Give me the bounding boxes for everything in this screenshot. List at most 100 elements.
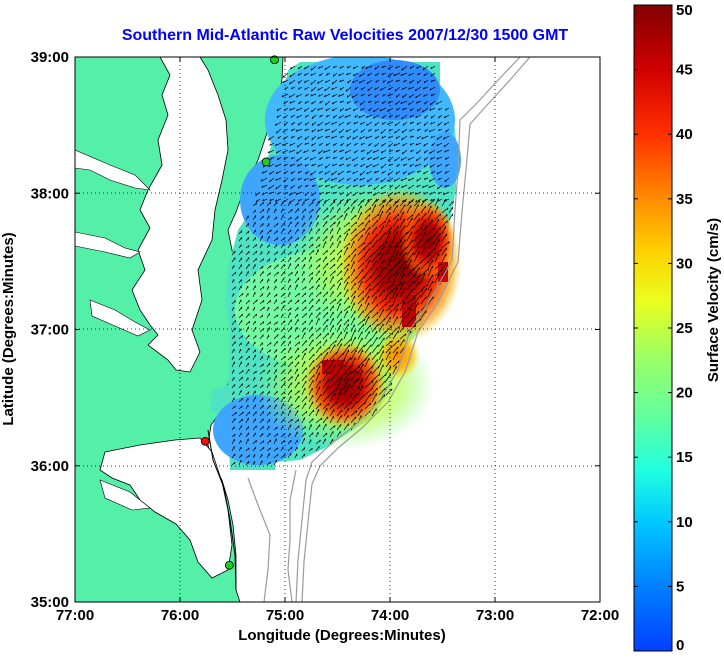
- velocity-vector: [427, 280, 434, 291]
- velocity-vector: [385, 345, 393, 354]
- bathymetry-line: [295, 57, 521, 602]
- velocity-vector: [392, 293, 398, 305]
- velocity-vector: [295, 128, 303, 132]
- velocity-vector: [287, 347, 292, 354]
- velocity-vector: [443, 198, 450, 202]
- velocity-vector: [252, 299, 258, 305]
- velocity-vector: [371, 393, 377, 403]
- velocity-vector: [336, 255, 342, 263]
- velocity-vector-head: [276, 327, 279, 331]
- velocity-vector-head: [335, 340, 337, 343]
- velocity-vector: [430, 65, 436, 70]
- velocity-vector: [266, 321, 272, 326]
- velocity-vector-head: [334, 270, 336, 273]
- velocity-vector: [322, 207, 329, 214]
- velocity-vector: [364, 241, 372, 249]
- velocity-vector: [294, 208, 300, 214]
- velocity-vector-head: [346, 178, 349, 181]
- velocity-vector-head: [371, 366, 373, 369]
- velocity-vector: [378, 297, 387, 305]
- velocity-vector: [336, 352, 344, 361]
- velocity-vector-head: [304, 123, 307, 126]
- velocity-vector: [360, 149, 366, 153]
- velocity-vector-head: [409, 66, 412, 69]
- velocity-vector: [343, 310, 348, 319]
- velocity-vector-head: [283, 101, 286, 105]
- velocity-vector-head: [330, 186, 333, 189]
- velocity-vector-head: [382, 94, 385, 97]
- velocity-vector-head: [269, 198, 272, 202]
- velocity-vector: [259, 208, 265, 214]
- colorbar-tick-label: 35: [676, 191, 693, 208]
- velocity-vector-head: [326, 73, 328, 76]
- velocity-vector: [318, 184, 324, 188]
- velocity-vector: [387, 191, 394, 197]
- velocity-vector-head: [385, 297, 387, 300]
- velocity-vector: [345, 156, 352, 161]
- velocity-vector: [416, 184, 422, 188]
- velocity-vector: [276, 107, 282, 112]
- velocity-vector-head: [283, 171, 286, 175]
- velocity-vector-head: [346, 95, 349, 98]
- velocity-vector-head: [297, 164, 299, 167]
- velocity-vector: [283, 177, 289, 183]
- velocity-vector: [392, 272, 399, 284]
- velocity-vector-head: [430, 66, 433, 70]
- velocity-vector: [399, 316, 405, 326]
- velocity-vector-head: [346, 101, 349, 104]
- velocity-vector: [259, 342, 263, 347]
- velocity-vector: [343, 370, 352, 382]
- velocity-vector: [266, 229, 272, 235]
- velocity-vector: [259, 446, 265, 452]
- velocity-vector-head: [401, 199, 404, 203]
- velocity-vector-head: [391, 289, 393, 293]
- velocity-vector: [385, 258, 392, 270]
- velocity-vector-head: [354, 87, 356, 90]
- velocity-vector-head: [326, 207, 329, 210]
- velocity-vector: [343, 281, 349, 291]
- velocity-vector-head: [339, 192, 342, 195]
- velocity-vector: [322, 256, 327, 263]
- velocity-vector: [325, 121, 331, 126]
- velocity-vector: [273, 278, 277, 284]
- velocity-vector-head: [380, 157, 383, 160]
- velocity-vector-head: [276, 251, 278, 254]
- velocity-vector-head: [269, 461, 271, 465]
- bay-tributary: [75, 231, 141, 259]
- velocity-vector-head: [298, 405, 300, 408]
- velocity-vector: [444, 184, 450, 188]
- velocity-vector: [245, 432, 250, 438]
- velocity-vector-head: [365, 66, 368, 69]
- velocity-vector: [444, 170, 450, 174]
- velocity-vector: [406, 303, 413, 312]
- velocity-vector-head: [275, 143, 277, 146]
- velocity-vector: [427, 241, 436, 249]
- velocity-vector: [350, 240, 355, 249]
- velocity-vector-head: [380, 186, 383, 190]
- velocity-vector-head: [304, 157, 307, 161]
- y-tick-label: 38:00: [31, 185, 69, 202]
- y-tick-label: 39:00: [31, 49, 69, 66]
- velocity-vector-head: [282, 75, 285, 78]
- velocity-vector: [329, 332, 334, 340]
- velocity-vector: [400, 72, 408, 76]
- velocity-vector: [322, 324, 328, 333]
- velocity-vector-head: [310, 94, 313, 97]
- velocity-vector: [336, 221, 340, 228]
- velocity-vector: [294, 228, 299, 235]
- velocity-vector: [266, 404, 271, 410]
- velocity-vector: [343, 200, 349, 207]
- velocity-vector: [287, 312, 291, 319]
- velocity-vector: [298, 100, 303, 105]
- velocity-vector: [357, 262, 365, 270]
- velocity-vector: [252, 354, 256, 361]
- colorbar-tick-label: 25: [676, 320, 693, 337]
- velocity-vector: [392, 366, 397, 375]
- velocity-vector-head: [260, 179, 263, 182]
- velocity-vector: [245, 362, 249, 368]
- velocity-vector: [402, 170, 408, 175]
- velocity-vector: [364, 213, 371, 221]
- velocity-vector: [260, 177, 268, 182]
- velocity-vector: [382, 198, 387, 203]
